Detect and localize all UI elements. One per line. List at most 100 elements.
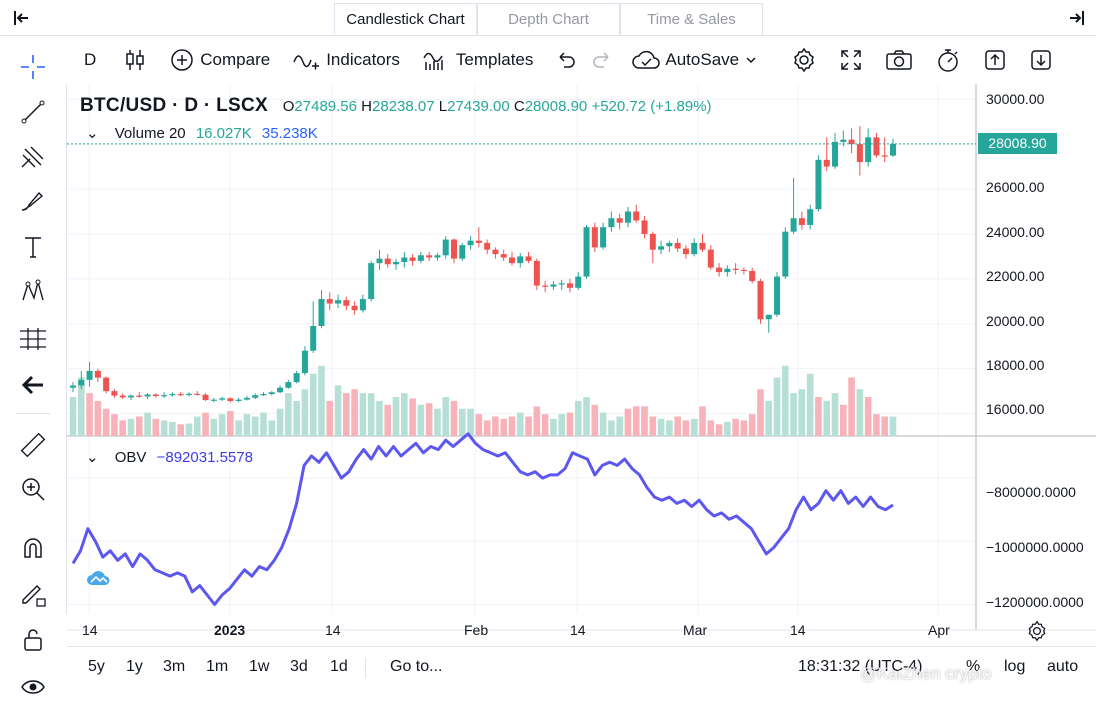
price-tick: 22000.00	[986, 268, 1045, 284]
download-icon	[1031, 50, 1051, 70]
forecast-button[interactable]	[16, 322, 50, 356]
visibility-button[interactable]	[16, 670, 50, 704]
trend-line-button[interactable]	[16, 95, 50, 129]
range-1y[interactable]: 1y	[126, 658, 143, 675]
chevron-down-icon[interactable]: ⌄	[86, 449, 99, 466]
range-3m[interactable]: 3m	[163, 658, 186, 675]
text-button[interactable]	[16, 230, 50, 264]
tab-candlestick-chart[interactable]: Candlestick Chart	[334, 3, 477, 35]
volume-bar	[235, 420, 242, 436]
magnet-button[interactable]	[16, 532, 50, 566]
chart-tabs: Candlestick Chart Depth Chart Time & Sal…	[334, 3, 763, 35]
settings-button[interactable]	[791, 47, 817, 73]
range-1m[interactable]: 1m	[206, 658, 229, 675]
publish-button[interactable]	[983, 48, 1007, 72]
volume-bar	[483, 420, 491, 436]
axis-settings-button[interactable]	[1026, 620, 1048, 647]
collapse-left-icon[interactable]	[12, 8, 32, 33]
volume-legend[interactable]: ⌄ Volume 20 16.027K 35.238K	[86, 124, 318, 142]
download-button[interactable]	[1029, 48, 1053, 72]
lock-drawing-button[interactable]	[16, 577, 50, 611]
volume-bar	[318, 365, 325, 436]
volume-bar	[177, 424, 184, 436]
clock-readout[interactable]: 18:31:32 (UTC-4)	[798, 658, 923, 675]
obv-legend[interactable]: ⌄ OBV −892031.5578	[86, 448, 253, 466]
candles-icon	[126, 50, 145, 70]
candle-body	[649, 233, 656, 250]
templates-button[interactable]: Templates	[422, 48, 533, 72]
candle-body	[127, 395, 134, 398]
candle-body	[119, 395, 126, 398]
chart-type-button[interactable]	[124, 48, 146, 72]
volume-bar	[690, 418, 698, 436]
compare-button[interactable]: Compare	[170, 48, 270, 72]
low-value: 27439.00	[447, 98, 510, 115]
interval-button[interactable]: D	[84, 50, 96, 70]
magnet-icon	[24, 538, 42, 558]
range-1d[interactable]: 1d	[330, 658, 348, 675]
screenshot-button[interactable]	[885, 48, 913, 72]
autosave-button[interactable]: AutoSave	[631, 49, 759, 71]
measure-button[interactable]	[16, 428, 50, 462]
volume-bar	[458, 408, 466, 436]
volume-bar	[574, 400, 582, 436]
goto-button[interactable]: Go to...	[390, 658, 443, 675]
undo-button[interactable]	[555, 49, 577, 71]
close-label: C	[513, 98, 525, 115]
candle-body	[194, 393, 201, 395]
candle-body	[823, 159, 830, 167]
high-value: 28238.07	[372, 98, 435, 115]
fib-button[interactable]	[16, 140, 50, 174]
collapse-right-icon[interactable]	[1066, 8, 1086, 33]
templates-icon	[423, 52, 443, 70]
volume-bar	[384, 404, 392, 436]
crosshair-button[interactable]	[16, 50, 50, 84]
volume-bar	[864, 397, 872, 436]
close-value: 28008.90	[524, 98, 588, 115]
upload-icon	[985, 50, 1005, 70]
chart-area[interactable]	[67, 84, 1096, 654]
measure-lines-icon	[20, 328, 46, 350]
fullscreen-button[interactable]	[839, 48, 863, 72]
volume-bar	[508, 416, 516, 436]
candle-body	[583, 227, 590, 277]
log-scale-button[interactable]: log	[1004, 658, 1026, 675]
candle-body	[881, 155, 888, 157]
volume-bar	[102, 408, 110, 436]
candle-body	[417, 255, 424, 261]
obv-value: −892031.5578	[156, 449, 253, 466]
candle-body	[765, 314, 772, 320]
candle-body	[848, 139, 855, 145]
indicators-label: Indicators	[326, 50, 400, 69]
back-button[interactable]	[16, 368, 50, 402]
lock-button[interactable]	[16, 622, 50, 656]
volume-bar	[798, 389, 806, 436]
range-5y[interactable]: 5y	[88, 658, 105, 675]
autosave-label: AutoSave	[665, 50, 740, 69]
chevron-down-icon[interactable]: ⌄	[86, 125, 99, 142]
tab-time-sales[interactable]: Time & Sales	[620, 3, 763, 35]
brush-button[interactable]	[16, 185, 50, 219]
candle-body	[475, 240, 482, 243]
tab-depth-chart[interactable]: Depth Chart	[477, 3, 620, 35]
auto-scale-button[interactable]: auto	[1047, 658, 1079, 675]
volume-bar	[765, 400, 773, 436]
redo-button[interactable]	[591, 49, 613, 71]
candle-body	[326, 299, 333, 304]
volume-bar	[135, 416, 143, 436]
range-1w[interactable]: 1w	[249, 658, 270, 675]
volume-bar	[144, 412, 151, 436]
candle-body	[78, 379, 85, 386]
volume-bar	[831, 393, 839, 436]
price-tick: 18000.00	[986, 357, 1045, 373]
zoom-button[interactable]	[16, 472, 50, 506]
volume-bar	[417, 404, 425, 436]
indicators-button[interactable]: Indicators	[292, 48, 400, 72]
candle-body	[807, 209, 814, 225]
last-price-badge: 28008.90	[978, 133, 1057, 154]
percent-scale-button[interactable]: %	[966, 658, 981, 675]
range-3d[interactable]: 3d	[290, 658, 308, 675]
replay-button[interactable]	[935, 47, 961, 73]
pattern-button[interactable]	[16, 275, 50, 309]
pencil-lock-icon	[22, 585, 46, 607]
